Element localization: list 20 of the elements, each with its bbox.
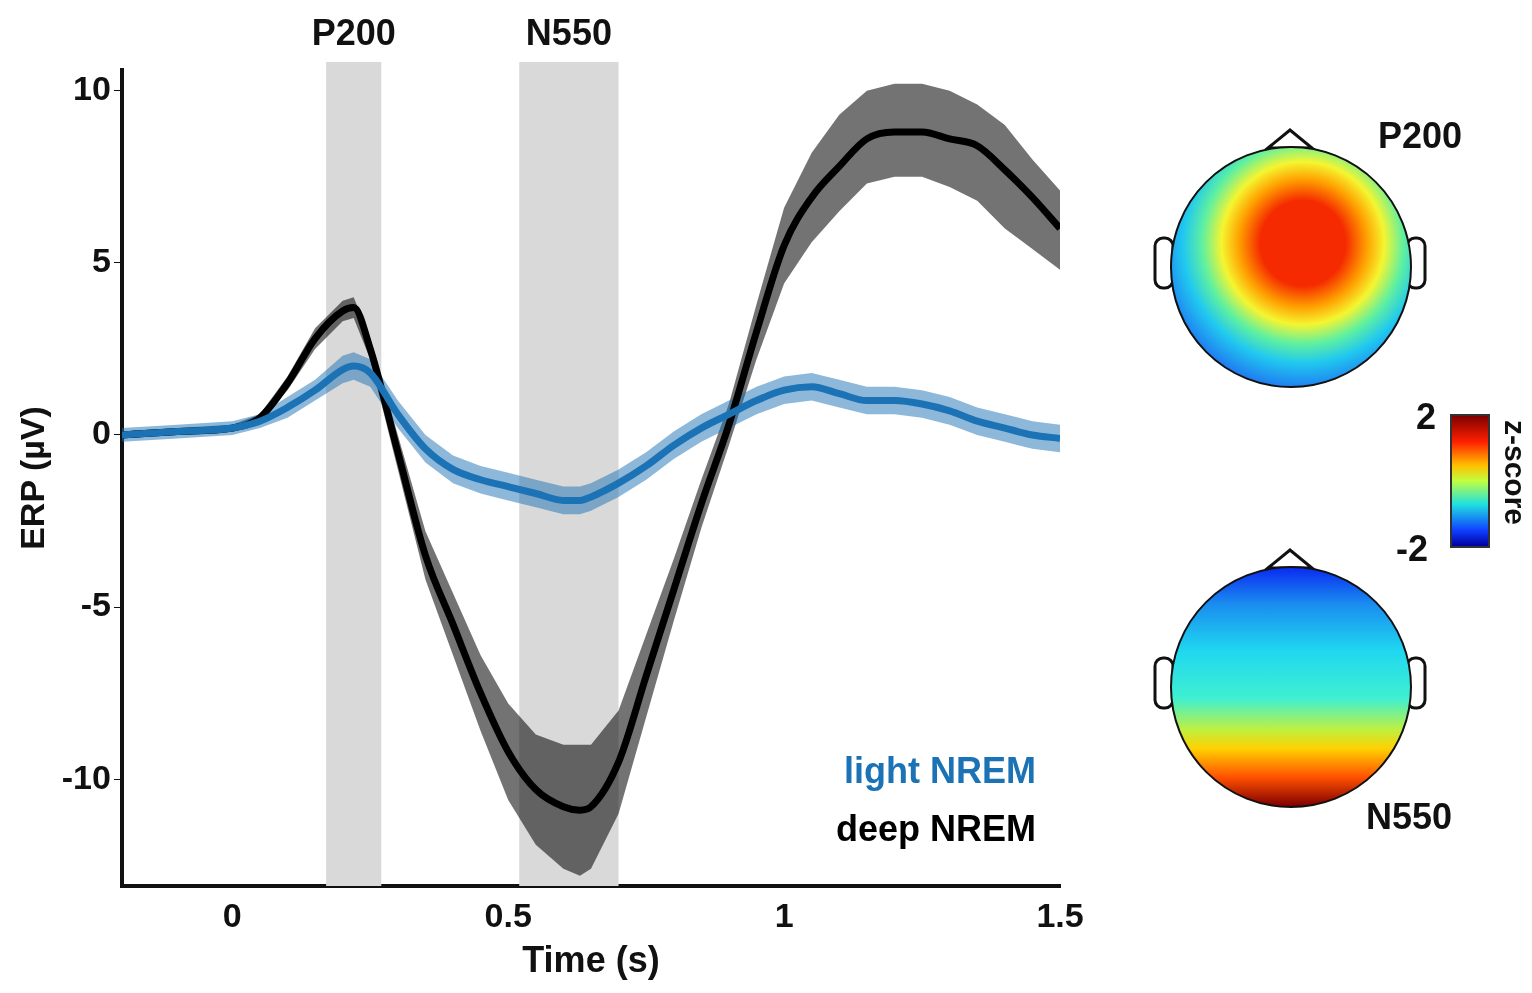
y-axis-title: ERP (µV) (12, 406, 51, 550)
text: 2 (1416, 396, 1437, 438)
y-tick-label: 10 (73, 69, 111, 108)
x-tick-label: 0 (222, 895, 242, 934)
text: light NREM (844, 750, 1036, 792)
x-axis-title: Time (s) (522, 939, 660, 981)
y-tick-label: -10 (61, 757, 111, 796)
text: N550 (1366, 796, 1453, 838)
text: deep NREM (835, 808, 1036, 850)
text: -2 (1396, 528, 1429, 570)
y-tick-label: 5 (92, 241, 111, 280)
y-tick-label: 0 (92, 413, 111, 452)
text: P200 (310, 12, 397, 54)
text: P200 (1378, 115, 1463, 157)
x-tick-label: 0.5 (484, 895, 532, 934)
text: N550 (524, 12, 613, 54)
x-tick-label: 1.5 (1036, 895, 1084, 934)
y-tick-label: -5 (80, 585, 111, 624)
text: z-score (1498, 420, 1532, 526)
x-tick-label: 1 (774, 895, 794, 934)
